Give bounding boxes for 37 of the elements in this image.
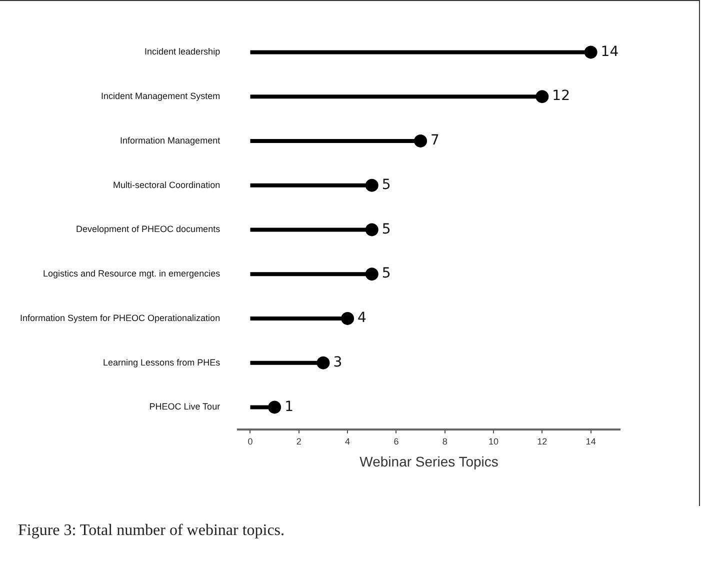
point <box>341 312 354 325</box>
y-tick-label: Incident leadership <box>144 46 220 57</box>
x-tick-label: 2 <box>296 436 302 446</box>
data-label: 5 <box>382 176 391 193</box>
y-tick-label: Multi-sectoral Coordination <box>113 180 220 190</box>
data-label: 12 <box>552 88 570 104</box>
x-tick-label: 10 <box>488 436 499 446</box>
data-label: 5 <box>382 221 391 238</box>
data-label: 7 <box>430 132 440 149</box>
y-tick-label: Information System for PHEOC Operationalization <box>20 312 220 323</box>
x-tick-label: 12 <box>537 436 548 446</box>
x-axis-title: Webinar Series Topics <box>360 453 498 470</box>
y-tick-label: PHEOC Live Tour <box>149 402 220 412</box>
data-label: 4 <box>358 310 367 326</box>
y-tick-label: Learning Lessons from PHEs <box>103 357 221 368</box>
x-tick-label: 8 <box>442 436 448 446</box>
point <box>316 356 330 370</box>
y-tick-label: Incident Management System <box>101 91 220 102</box>
y-tick-label: Information Management <box>120 135 221 146</box>
point <box>365 268 378 281</box>
point <box>584 46 598 59</box>
point <box>536 90 549 104</box>
point <box>268 400 282 414</box>
y-tick-label: Development of PHEOC documents <box>76 224 221 234</box>
caption: Figure 3: Total number of webinar topics. <box>18 522 285 540</box>
point <box>414 134 428 148</box>
x-tick-label: 14 <box>586 436 596 446</box>
data-label: 3 <box>333 354 342 370</box>
point <box>365 223 378 236</box>
data-label: 14 <box>600 44 619 60</box>
x-tick-label: 0 <box>248 436 253 446</box>
x-tick-label: 6 <box>394 436 399 446</box>
point <box>365 178 378 192</box>
y-tick-label: Logistics and Resource mgt. in emergencies <box>42 268 221 279</box>
data-label: 5 <box>382 266 391 282</box>
x-tick-label: 4 <box>345 436 350 446</box>
data-label: 1 <box>284 398 294 415</box>
